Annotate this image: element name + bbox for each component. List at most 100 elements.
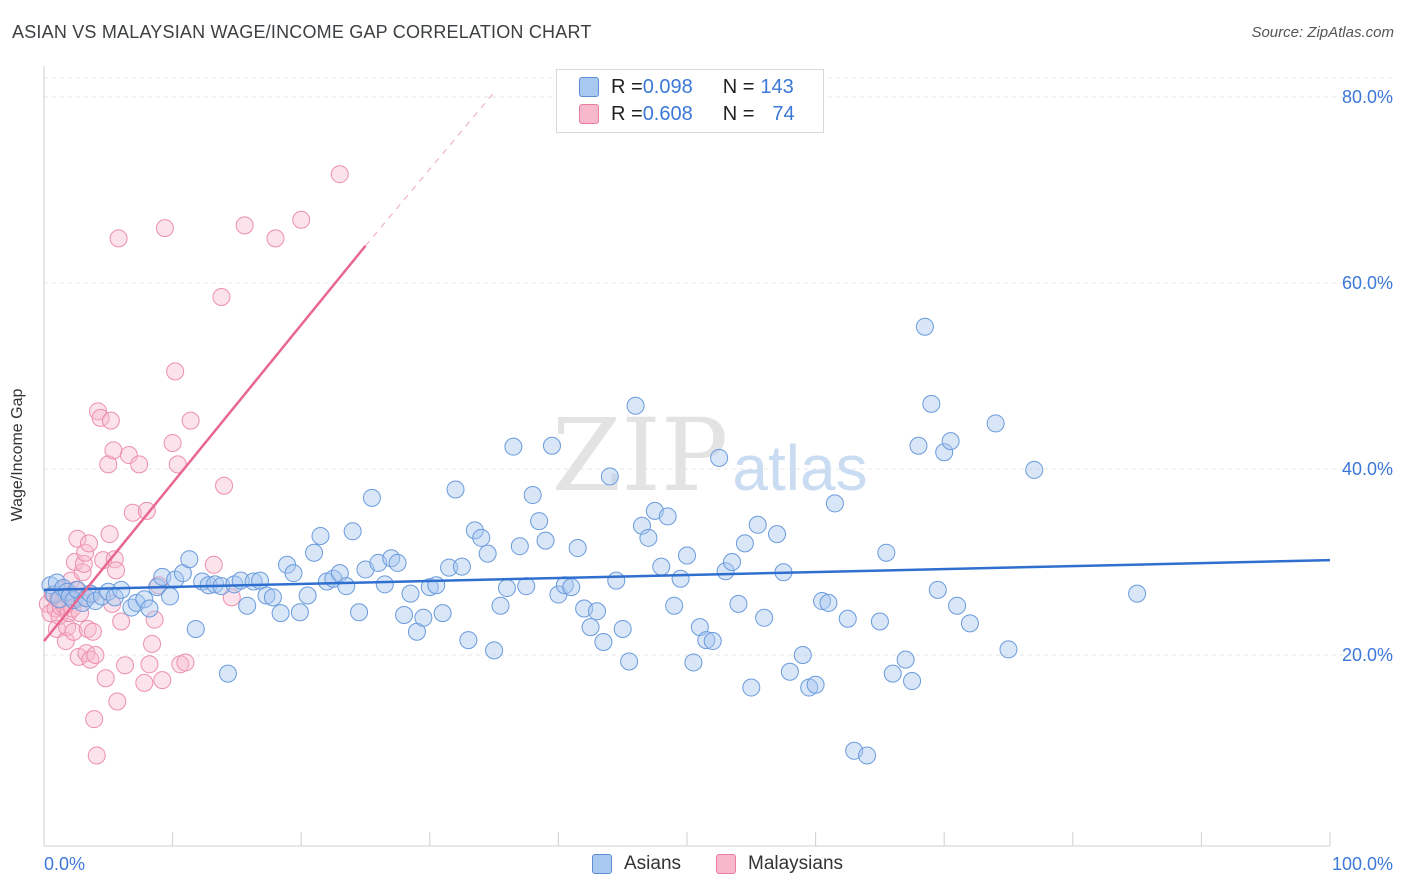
asian-point: [723, 553, 742, 571]
x-tick-label: 100.0%: [1332, 854, 1393, 874]
asian-point: [180, 550, 199, 569]
y-tick-label: 20.0%: [1342, 645, 1393, 665]
asian-point: [433, 604, 452, 623]
asian-point: [362, 488, 381, 507]
legend-r-value: 0.608: [642, 102, 693, 125]
asian-point: [678, 546, 696, 565]
asian-point: [620, 652, 639, 671]
malaysian-point: [80, 534, 99, 553]
malaysian-point: [166, 362, 185, 381]
malaysian-point: [215, 476, 234, 495]
bottom-legend-swatch-malaysians: [716, 854, 736, 874]
asian-point: [206, 575, 225, 594]
asian-point: [446, 480, 465, 499]
legend-swatch-asians: [579, 77, 599, 97]
bottom-legend-asians[interactable]: Asians: [592, 852, 681, 876]
asian-point: [401, 584, 420, 603]
asian-point: [290, 603, 309, 622]
malaysian-point: [96, 669, 115, 688]
malaysian-point: [153, 671, 172, 690]
asian-point: [819, 593, 838, 612]
malaysian-point: [292, 210, 311, 229]
malaysian-point: [119, 446, 138, 465]
malaysian-trend-extension: [365, 91, 495, 247]
asian-point: [742, 678, 761, 697]
malaysian-point: [108, 692, 127, 711]
asian-point: [716, 562, 735, 581]
asian-point: [465, 521, 484, 540]
legend-n-label: N =: [722, 75, 755, 98]
asian-point: [768, 525, 787, 544]
malaysian-trend-line: [43, 245, 367, 642]
malaysian-point: [86, 646, 105, 664]
legend-n-value: 143: [760, 75, 794, 98]
malaysian-point: [109, 229, 128, 248]
asian-point: [491, 596, 510, 615]
asian-point: [1025, 460, 1044, 479]
axes: [43, 66, 1331, 847]
malaysian-point: [143, 634, 162, 653]
asian-point: [218, 664, 237, 683]
asian-point: [581, 618, 600, 637]
malaysian-point: [56, 632, 75, 651]
malaysian-point: [145, 610, 164, 629]
asian-point: [112, 580, 131, 599]
malaysian-point: [123, 503, 142, 522]
asian-point: [600, 467, 619, 486]
asian-point: [517, 577, 536, 596]
asian-point: [161, 587, 180, 606]
asian-point: [497, 579, 516, 598]
legend-r-value: 0.098: [642, 75, 693, 98]
malaysian-point: [212, 287, 231, 306]
asian-point: [337, 577, 356, 596]
asian-point: [697, 631, 716, 650]
asian-point: [780, 662, 799, 681]
asian-trend-line: [43, 558, 1331, 592]
asian-point: [684, 653, 703, 672]
asian-point: [999, 640, 1018, 659]
bottom-legend-malaysians[interactable]: Malaysians: [716, 852, 843, 876]
malaysian-point: [116, 656, 135, 675]
malaysian-point: [266, 229, 285, 248]
asian-point: [671, 569, 690, 588]
asian-point: [703, 632, 722, 651]
watermark-atlas: atlas: [732, 432, 867, 504]
asian-point: [883, 664, 902, 683]
asian-point: [388, 553, 407, 572]
asian-point: [284, 564, 303, 583]
malaysian-point: [330, 165, 349, 184]
asian-point: [806, 675, 825, 694]
source-label: Source: ZipAtlas.com: [1251, 24, 1394, 41]
asian-point: [986, 414, 1005, 433]
malaysian-point: [181, 411, 200, 430]
asian-point: [587, 602, 606, 621]
asian-point: [793, 646, 812, 664]
asian-point: [420, 578, 439, 597]
malaysian-point: [76, 543, 95, 562]
malaysian-point: [91, 408, 110, 427]
asian-point: [941, 432, 960, 451]
legend-r-label: R =: [611, 102, 643, 125]
malaysian-point: [99, 455, 118, 474]
asian-point: [877, 543, 896, 562]
tick-labels: 20.0% 40.0% 60.0% 80.0% 0.0% 100.0%: [44, 87, 1393, 874]
asian-point: [562, 578, 581, 597]
legend-n-value: 74: [772, 102, 795, 125]
asian-point: [530, 512, 549, 531]
asian-point: [343, 522, 362, 541]
malaysian-point: [65, 553, 84, 571]
malaysian-point: [104, 441, 123, 460]
malaysian-point: [64, 622, 83, 641]
legend-r-label: R =: [611, 75, 643, 98]
malaysian-point: [100, 525, 119, 544]
asian-point: [536, 531, 555, 550]
asian-point: [542, 436, 561, 455]
malaysian-point: [140, 655, 159, 674]
asian-point: [414, 608, 433, 627]
malaysian-point: [85, 710, 104, 729]
asian-point: [271, 604, 290, 623]
asian-point: [607, 571, 626, 590]
asian-point: [485, 641, 504, 660]
legend-swatch-malaysians: [579, 104, 599, 124]
